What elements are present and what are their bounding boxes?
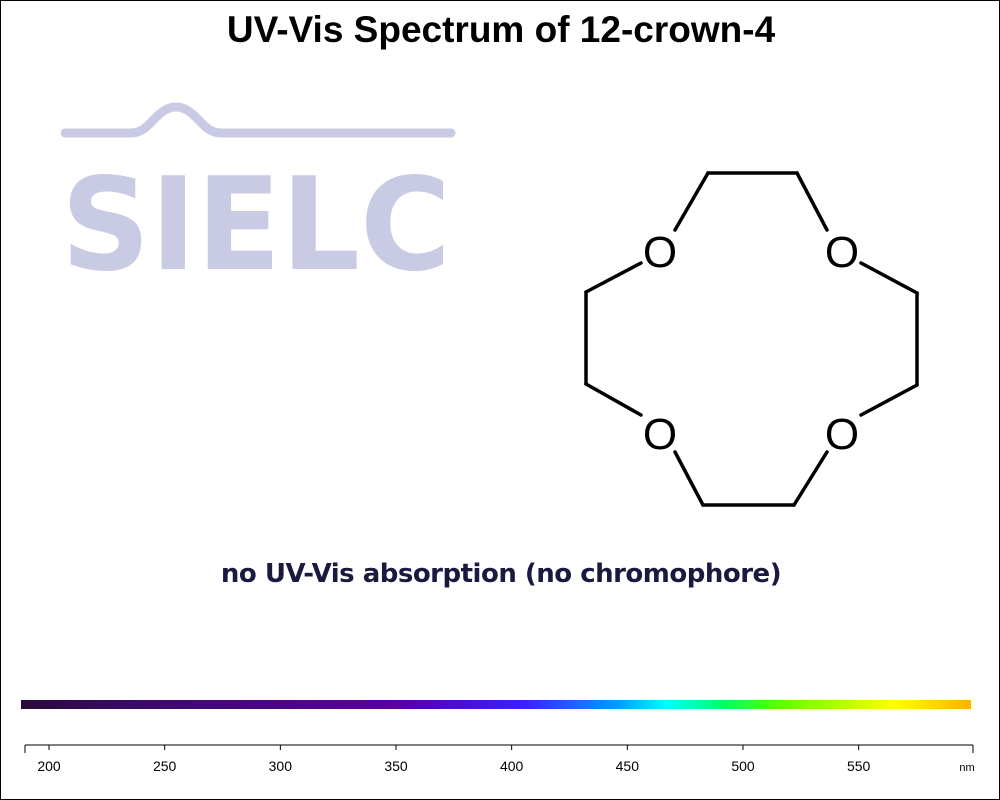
oxygen-atom: O bbox=[643, 228, 677, 277]
x-tick-label: 200 bbox=[37, 758, 61, 774]
bond bbox=[584, 261, 643, 294]
oxygen-atom: O bbox=[643, 410, 677, 459]
x-tick-label: 250 bbox=[153, 758, 177, 774]
bond bbox=[673, 171, 710, 232]
oxygen-atom: O bbox=[825, 410, 859, 459]
wavelength-color-bar bbox=[21, 700, 971, 709]
bond bbox=[859, 383, 919, 417]
oxygen-atom: O bbox=[825, 228, 859, 277]
bond bbox=[584, 382, 643, 417]
x-axis-unit-label: nm bbox=[959, 762, 974, 774]
bond bbox=[859, 261, 919, 295]
x-axis: 200 250 300 350 400 450 500 550 nm bbox=[24, 744, 975, 774]
x-tick-label: 500 bbox=[731, 758, 755, 774]
chart-title: UV-Vis Spectrum of 12-crown-4 bbox=[226, 9, 776, 50]
absorption-note: no UV-Vis absorption (no chromophore) bbox=[220, 559, 782, 589]
molecule-structure: O O O O bbox=[584, 171, 919, 507]
logo-swoosh bbox=[61, 102, 456, 138]
x-tick-label: 350 bbox=[384, 758, 408, 774]
bond bbox=[795, 171, 829, 232]
bond bbox=[673, 450, 705, 507]
bond bbox=[792, 450, 829, 507]
logo-text: SIELC bbox=[61, 151, 451, 279]
x-tick-label: 400 bbox=[500, 758, 524, 774]
sielc-logo: SIELC bbox=[61, 102, 456, 279]
x-tick-label: 300 bbox=[269, 758, 293, 774]
x-tick-label: 450 bbox=[616, 758, 640, 774]
x-tick-label: 550 bbox=[847, 758, 871, 774]
